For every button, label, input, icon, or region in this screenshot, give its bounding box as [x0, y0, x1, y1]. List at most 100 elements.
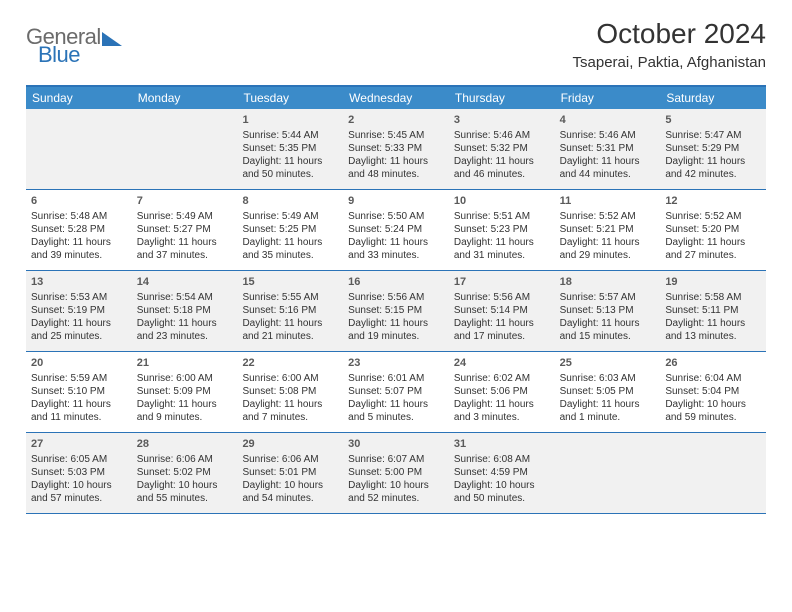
sunset-text: Sunset: 5:27 PM [137, 223, 233, 236]
calendar-cell: 1Sunrise: 5:44 AMSunset: 5:35 PMDaylight… [237, 109, 343, 189]
daylight-text: Daylight: 10 hours [137, 479, 233, 492]
calendar-cell [660, 433, 766, 513]
sunrise-text: Sunrise: 5:58 AM [665, 291, 761, 304]
daylight-text: Daylight: 11 hours [560, 236, 656, 249]
daylight-text: and 7 minutes. [242, 411, 338, 424]
calendar-cell: 7Sunrise: 5:49 AMSunset: 5:27 PMDaylight… [132, 190, 238, 270]
day-number: 23 [348, 356, 444, 370]
calendar-week: 6Sunrise: 5:48 AMSunset: 5:28 PMDaylight… [26, 190, 766, 271]
calendar-cell: 12Sunrise: 5:52 AMSunset: 5:20 PMDayligh… [660, 190, 766, 270]
daylight-text: Daylight: 11 hours [560, 317, 656, 330]
day-number: 28 [137, 437, 233, 451]
daylight-text: Daylight: 11 hours [348, 155, 444, 168]
daylight-text: and 5 minutes. [348, 411, 444, 424]
sunset-text: Sunset: 5:21 PM [560, 223, 656, 236]
daylight-text: Daylight: 11 hours [137, 317, 233, 330]
day-number: 25 [560, 356, 656, 370]
dow-header: Sunday [26, 87, 132, 109]
sunset-text: Sunset: 5:18 PM [137, 304, 233, 317]
day-number: 27 [31, 437, 127, 451]
day-number: 11 [560, 194, 656, 208]
sunrise-text: Sunrise: 5:51 AM [454, 210, 550, 223]
sunrise-text: Sunrise: 5:45 AM [348, 129, 444, 142]
daylight-text: Daylight: 11 hours [454, 236, 550, 249]
daylight-text: and 11 minutes. [31, 411, 127, 424]
sunrise-text: Sunrise: 5:46 AM [560, 129, 656, 142]
calendar-cell: 6Sunrise: 5:48 AMSunset: 5:28 PMDaylight… [26, 190, 132, 270]
daylight-text: Daylight: 10 hours [665, 398, 761, 411]
day-number: 3 [454, 113, 550, 127]
sunrise-text: Sunrise: 6:03 AM [560, 372, 656, 385]
title-block: October 2024 Tsaperai, Paktia, Afghanist… [573, 18, 766, 71]
dow-header-row: SundayMondayTuesdayWednesdayThursdayFrid… [26, 87, 766, 109]
daylight-text: and 39 minutes. [31, 249, 127, 262]
sunrise-text: Sunrise: 5:47 AM [665, 129, 761, 142]
daylight-text: and 35 minutes. [242, 249, 338, 262]
sunrise-text: Sunrise: 6:04 AM [665, 372, 761, 385]
daylight-text: Daylight: 10 hours [31, 479, 127, 492]
daylight-text: Daylight: 11 hours [560, 398, 656, 411]
calendar-cell: 5Sunrise: 5:47 AMSunset: 5:29 PMDaylight… [660, 109, 766, 189]
daylight-text: and 46 minutes. [454, 168, 550, 181]
sunset-text: Sunset: 5:01 PM [242, 466, 338, 479]
daylight-text: and 27 minutes. [665, 249, 761, 262]
calendar-week: 20Sunrise: 5:59 AMSunset: 5:10 PMDayligh… [26, 352, 766, 433]
calendar-cell [26, 109, 132, 189]
calendar-cell: 24Sunrise: 6:02 AMSunset: 5:06 PMDayligh… [449, 352, 555, 432]
day-number: 1 [242, 113, 338, 127]
daylight-text: and 17 minutes. [454, 330, 550, 343]
calendar-week: 13Sunrise: 5:53 AMSunset: 5:19 PMDayligh… [26, 271, 766, 352]
daylight-text: and 1 minute. [560, 411, 656, 424]
day-number: 17 [454, 275, 550, 289]
calendar-cell: 17Sunrise: 5:56 AMSunset: 5:14 PMDayligh… [449, 271, 555, 351]
calendar-cell [555, 433, 661, 513]
sunrise-text: Sunrise: 6:06 AM [242, 453, 338, 466]
daylight-text: and 54 minutes. [242, 492, 338, 505]
sunset-text: Sunset: 5:35 PM [242, 142, 338, 155]
daylight-text: Daylight: 11 hours [454, 155, 550, 168]
logo-triangle-icon [102, 32, 122, 46]
sunrise-text: Sunrise: 5:52 AM [560, 210, 656, 223]
calendar-cell: 3Sunrise: 5:46 AMSunset: 5:32 PMDaylight… [449, 109, 555, 189]
daylight-text: and 50 minutes. [242, 168, 338, 181]
day-number: 19 [665, 275, 761, 289]
day-number: 14 [137, 275, 233, 289]
sunset-text: Sunset: 5:08 PM [242, 385, 338, 398]
daylight-text: and 21 minutes. [242, 330, 338, 343]
calendar: SundayMondayTuesdayWednesdayThursdayFrid… [26, 85, 766, 514]
sunset-text: Sunset: 5:19 PM [31, 304, 127, 317]
sunset-text: Sunset: 5:13 PM [560, 304, 656, 317]
calendar-cell: 22Sunrise: 6:00 AMSunset: 5:08 PMDayligh… [237, 352, 343, 432]
sunset-text: Sunset: 5:07 PM [348, 385, 444, 398]
daylight-text: and 13 minutes. [665, 330, 761, 343]
sunrise-text: Sunrise: 5:53 AM [31, 291, 127, 304]
daylight-text: and 15 minutes. [560, 330, 656, 343]
sunrise-text: Sunrise: 6:02 AM [454, 372, 550, 385]
calendar-week: 27Sunrise: 6:05 AMSunset: 5:03 PMDayligh… [26, 433, 766, 514]
sunset-text: Sunset: 5:20 PM [665, 223, 761, 236]
daylight-text: Daylight: 11 hours [242, 155, 338, 168]
daylight-text: Daylight: 10 hours [348, 479, 444, 492]
day-number: 29 [242, 437, 338, 451]
dow-header: Saturday [660, 87, 766, 109]
sunset-text: Sunset: 5:25 PM [242, 223, 338, 236]
day-number: 15 [242, 275, 338, 289]
day-number: 26 [665, 356, 761, 370]
location-text: Tsaperai, Paktia, Afghanistan [573, 54, 766, 71]
daylight-text: Daylight: 11 hours [665, 155, 761, 168]
daylight-text: Daylight: 11 hours [31, 398, 127, 411]
sunset-text: Sunset: 5:31 PM [560, 142, 656, 155]
sunset-text: Sunset: 5:04 PM [665, 385, 761, 398]
sunset-text: Sunset: 5:32 PM [454, 142, 550, 155]
day-number: 8 [242, 194, 338, 208]
calendar-cell: 11 Sunrise: 5:52 AMSunset: 5:21 PMDayligh… [555, 190, 661, 270]
daylight-text: and 19 minutes. [348, 330, 444, 343]
sunset-text: Sunset: 5:09 PM [137, 385, 233, 398]
daylight-text: and 37 minutes. [137, 249, 233, 262]
calendar-cell: 18Sunrise: 5:57 AMSunset: 5:13 PMDayligh… [555, 271, 661, 351]
calendar-cell: 9Sunrise: 5:50 AMSunset: 5:24 PMDaylight… [343, 190, 449, 270]
day-number: 21 [137, 356, 233, 370]
calendar-week: 1Sunrise: 5:44 AMSunset: 5:35 PMDaylight… [26, 109, 766, 190]
day-number: 4 [560, 113, 656, 127]
sunset-text: Sunset: 5:14 PM [454, 304, 550, 317]
